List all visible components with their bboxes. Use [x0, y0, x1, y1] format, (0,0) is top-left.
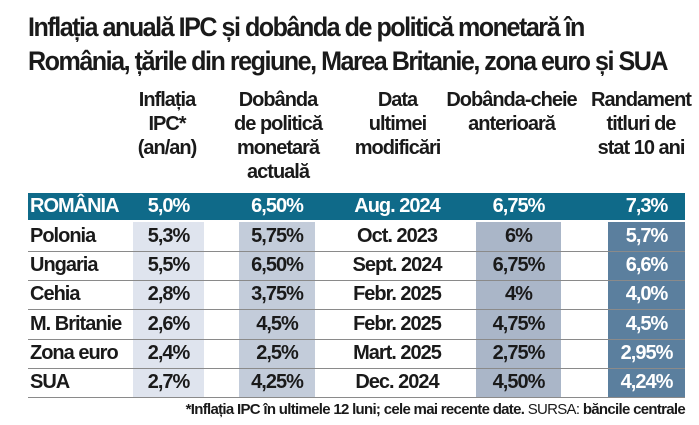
cell-previous-rate: 2,75% — [492, 341, 546, 364]
cell-policy-rate: 4,5% — [256, 312, 299, 335]
cell-inflation: 5,5% — [147, 254, 191, 277]
cell-last-change: Aug. 2024 — [354, 195, 440, 217]
cell-bond-yield: 4,0% — [625, 283, 669, 306]
header-line: modificări — [354, 137, 442, 159]
cell-previous-rate: 4,50% — [492, 371, 546, 393]
cell-previous-rate: 6,75% — [492, 254, 546, 277]
cell-previous-rate: 4% — [505, 283, 533, 306]
table-row: Ungaria 5,5% 6,50% Sept. 2024 6,75% 6,6% — [28, 251, 685, 280]
cell-bond-yield: 5,7% — [625, 225, 669, 247]
cell-inflation: 2,8% — [147, 283, 191, 306]
cell-country: Cehia — [30, 283, 80, 306]
cell-last-change: Febr. 2025 — [353, 283, 442, 306]
header-line: Inflația — [138, 89, 196, 111]
cell-last-change: Dec. 2024 — [355, 371, 439, 393]
cell-policy-rate: 4,25% — [251, 371, 304, 393]
header-line: stat 10 ani — [597, 137, 686, 159]
cell-policy-rate: 3,75% — [251, 283, 304, 306]
footnote-note: *Inflația IPC în ultimele 12 luni; cele … — [185, 401, 525, 418]
cell-country: M. Britanie — [30, 312, 122, 335]
cell-policy-rate: 6,50% — [251, 254, 304, 277]
row-divider — [28, 367, 685, 369]
table-row: SUA 2,7% 4,25% Dec. 2024 4,50% 4,24% — [28, 368, 685, 397]
title-line-1: Inflația anuală IPC și dobânda de politi… — [28, 12, 585, 42]
header-line: Data — [377, 89, 418, 111]
header-line: monetară — [236, 137, 320, 159]
cell-last-change: Oct. 2023 — [357, 225, 438, 247]
cell-last-change: Mart. 2025 — [353, 341, 442, 364]
header-line: titluri de — [606, 113, 677, 135]
cell-policy-rate: 2,5% — [256, 341, 299, 364]
cell-inflation: 5,0% — [147, 195, 191, 217]
header-line: IPC* — [148, 113, 186, 135]
header-line: de politică — [234, 113, 323, 135]
cell-inflation: 5,3% — [147, 225, 191, 247]
header-line: (an/an) — [137, 137, 198, 159]
cell-inflation: 2,4% — [147, 341, 191, 364]
header-line: ultimei — [368, 113, 427, 135]
cell-country: Ungaria — [30, 254, 98, 277]
cell-bond-yield: 4,5% — [625, 312, 669, 335]
table-row: Cehia 2,8% 3,75% Febr. 2025 4% 4,0% — [28, 280, 685, 309]
cell-previous-rate: 6,75% — [492, 195, 546, 217]
header-line: Dobânda-cheie — [446, 89, 577, 111]
cell-country: Polonia — [30, 225, 96, 247]
header-last-change: Data ultimei modificări — [350, 88, 445, 160]
cell-bond-yield: 7,3% — [625, 195, 669, 217]
title-line-2: România, țările din regiune, Marea Brita… — [28, 46, 668, 76]
header-policy-rate: Dobânda de politică monetară actuală — [228, 88, 328, 184]
cell-bond-yield: 2,95% — [620, 341, 674, 364]
source-text: băncile centrale — [582, 401, 686, 418]
cell-previous-rate: 6% — [505, 225, 533, 247]
row-divider — [28, 309, 685, 311]
source-label: SURSA: — [527, 401, 580, 418]
table-row: Zona euro 2,4% 2,5% Mart. 2025 2,75% 2,95% — [28, 339, 685, 368]
cell-previous-rate: 4,75% — [492, 312, 546, 335]
table-row: M. Britanie 2,6% 4,5% Febr. 2025 4,75% 4,5% — [28, 310, 685, 339]
cell-last-change: Sept. 2024 — [352, 254, 443, 277]
header-previous-rate: Dobânda-cheie anterioară — [444, 88, 579, 136]
row-divider — [28, 251, 685, 252]
cell-country: ROMÂNIA — [30, 195, 120, 217]
cell-country: Zona euro — [30, 341, 119, 364]
cell-last-change: Febr. 2025 — [353, 312, 442, 335]
cell-bond-yield: 6,6% — [625, 254, 669, 277]
row-divider — [28, 397, 685, 398]
cell-policy-rate: 6,50% — [251, 195, 304, 217]
row-divider — [28, 338, 685, 340]
cell-policy-rate: 5,75% — [251, 225, 304, 247]
cell-country: SUA — [30, 371, 70, 393]
row-divider — [28, 280, 685, 282]
cell-bond-yield: 4,24% — [620, 371, 674, 393]
header-line: Dobânda — [238, 89, 319, 111]
header-line: anterioară — [468, 113, 556, 135]
header-bond-yield: Randament titluri de stat 10 ani — [586, 88, 696, 160]
table-row: Polonia 5,3% 5,75% Oct. 2023 6% 5,7% — [28, 222, 685, 251]
header-line: Randament — [591, 89, 692, 111]
header-line: actuală — [247, 161, 310, 183]
cell-inflation: 2,6% — [147, 312, 191, 335]
table-row-romania: ROMÂNIA 5,0% 6,50% Aug. 2024 6,75% 7,3% — [28, 193, 685, 220]
footnote: *Inflația IPC în ultimele 12 luni; cele … — [185, 401, 686, 418]
cell-inflation: 2,7% — [147, 371, 191, 393]
header-inflation: Inflația IPC* (an/an) — [122, 88, 212, 160]
